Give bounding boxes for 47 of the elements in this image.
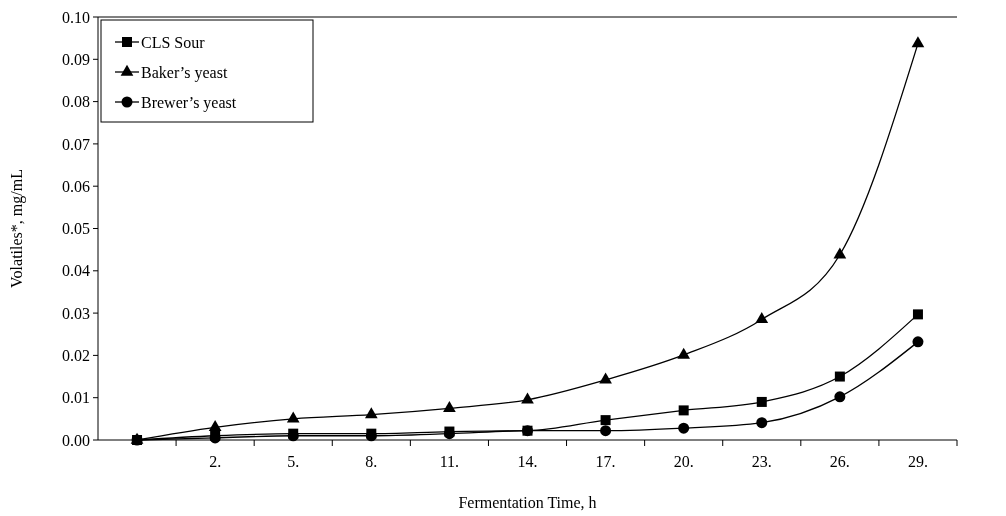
point [521, 392, 534, 404]
legend-label: CLS Sour [141, 33, 206, 51]
point [208, 419, 222, 431]
point [911, 36, 925, 48]
point [286, 411, 300, 423]
point [599, 372, 612, 384]
x-tick-label: 5. [287, 453, 300, 470]
x-tick-label: 17. [595, 453, 616, 470]
y-tick-label: 0.07 [62, 135, 90, 153]
point [443, 400, 456, 412]
y-tick-label: 0.03 [62, 304, 90, 322]
y-tick-label: 0.06 [62, 177, 90, 195]
point [600, 425, 612, 437]
x-tick-label: 2. [209, 453, 222, 470]
x-tick-label: 8. [365, 453, 378, 470]
x-axis-title: Fermentation Time, h [458, 494, 597, 511]
x-tick-label: 26. [829, 453, 850, 470]
y-tick-label: 0.02 [62, 347, 90, 364]
legend-label: Brewer’s yeast [141, 93, 237, 112]
point [834, 371, 845, 382]
x-tick-label: 23. [751, 453, 772, 470]
y-tick-label: 0.00 [62, 431, 90, 449]
x-tick-label: 14. [517, 453, 538, 470]
point [364, 407, 378, 419]
point [522, 425, 533, 436]
y-tick-label: 0.08 [62, 93, 90, 111]
x-tick-label: 11. [439, 453, 460, 470]
point [600, 415, 611, 426]
point [756, 417, 768, 429]
x-tick-label: 20. [673, 453, 694, 470]
point [755, 312, 769, 324]
point [677, 347, 691, 359]
x-tick-label: 29. [907, 453, 928, 470]
y-tick-label: 0.09 [62, 50, 90, 68]
point [834, 391, 846, 403]
y-tick-label: 0.10 [62, 8, 90, 26]
point [678, 405, 689, 416]
point [912, 336, 924, 348]
y-tick-label: 0.04 [62, 262, 90, 280]
y-axis-title: Volatiles*, mg/mL [8, 169, 26, 288]
legend-label: Baker’s yeast [141, 63, 228, 82]
point [833, 247, 847, 259]
point [756, 396, 767, 407]
y-tick-label: 0.05 [62, 220, 90, 238]
point [912, 309, 923, 320]
y-tick-label: 0.01 [62, 389, 90, 407]
point [678, 422, 690, 434]
